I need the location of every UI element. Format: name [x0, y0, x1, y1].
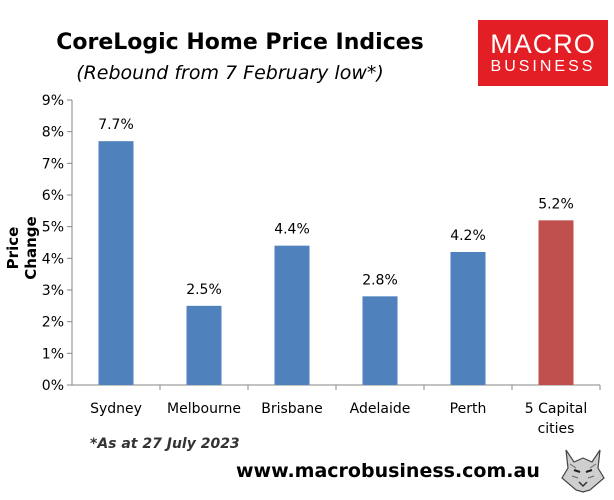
y-tick-label: 5%: [42, 220, 64, 236]
bar: [274, 245, 310, 385]
data-label: 4.2%: [450, 228, 486, 244]
macrobusiness-logo: MACRO BUSINESS: [478, 20, 608, 86]
footnote: *As at 27 July 2023: [90, 436, 240, 452]
x-tick-label: Sydney: [90, 401, 142, 417]
x-tick-label: Brisbane: [261, 401, 323, 417]
logo-text-business: BUSINESS: [490, 58, 596, 75]
bar: [362, 296, 398, 385]
y-tick-label: 9%: [42, 93, 64, 109]
y-tick-label: 4%: [42, 251, 64, 267]
y-tick-label: 6%: [42, 188, 64, 204]
website-url: www.macrobusiness.com.au: [236, 460, 540, 482]
bar: [186, 305, 222, 385]
wolf-logo-icon: [560, 444, 606, 494]
y-tick-label: 2%: [42, 315, 64, 331]
y-tick-label: 0%: [42, 378, 64, 394]
bar: [98, 141, 134, 385]
y-tick-label: 3%: [42, 283, 64, 299]
chart-subtitle: (Rebound from 7 February low*): [76, 62, 384, 84]
y-tick-label: 1%: [42, 346, 64, 362]
y-tick-label: 7%: [42, 156, 64, 172]
chart-title: CoreLogic Home Price Indices: [56, 30, 424, 55]
data-label: 7.7%: [98, 117, 134, 133]
data-label: 2.8%: [362, 272, 398, 288]
x-tick-label: Adelaide: [350, 401, 411, 417]
y-tick-label: 8%: [42, 125, 64, 141]
bar: [450, 252, 486, 385]
logo-text-macro: MACRO: [490, 29, 596, 59]
data-label: 2.5%: [186, 282, 222, 298]
x-tick-label: Perth: [450, 401, 487, 417]
x-tick-label: Melbourne: [167, 401, 241, 417]
x-tick-label: 5 Capital: [525, 401, 587, 417]
data-label: 4.4%: [274, 222, 310, 238]
bar: [538, 220, 574, 385]
x-tick-label: cities: [538, 421, 575, 437]
data-label: 5.2%: [538, 196, 574, 212]
